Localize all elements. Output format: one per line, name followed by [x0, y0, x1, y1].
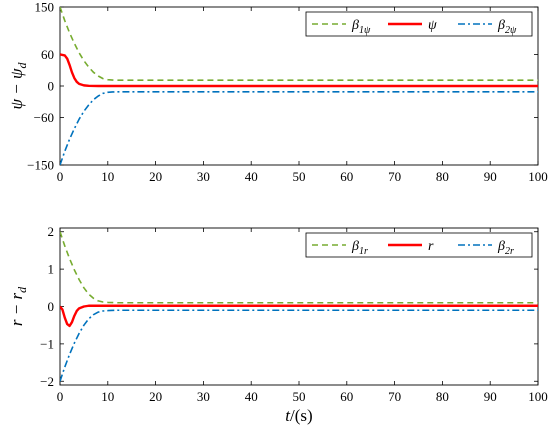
legend-label-β1ψ: β1ψ: [351, 18, 371, 36]
y-tick-label: −150: [27, 158, 54, 173]
series-line-β2r: [60, 309, 538, 382]
y-tick-label: 0: [48, 79, 55, 94]
legend: β1ψ ψ β2ψ: [305, 11, 533, 37]
x-tick-label: 70: [388, 389, 401, 404]
x-tick-label: 20: [149, 389, 162, 404]
x-tick-label: 70: [388, 169, 401, 184]
x-tick-label: 40: [245, 389, 258, 404]
x-tick-label: 30: [197, 389, 210, 404]
legend: β1r r β2r: [305, 232, 533, 258]
y-tick-label: −1: [40, 336, 54, 351]
x-tick-label: 90: [484, 389, 497, 404]
legend-label-β2ψ: β2ψ: [497, 18, 517, 36]
y-tick-label: −2: [40, 374, 54, 389]
x-tick-label: 80: [436, 389, 449, 404]
y-tick-label: 60: [41, 47, 54, 62]
series-line-β1r: [60, 231, 538, 304]
x-tick-label: 80: [436, 169, 449, 184]
x-tick-label: 10: [101, 169, 114, 184]
y-axis-label: r − rd: [7, 286, 29, 326]
x-tick-label: 100: [528, 169, 548, 184]
x-tick-label: 50: [293, 389, 306, 404]
y-axis-label: ψ − ψd: [7, 61, 29, 109]
y-tick-label: −60: [34, 110, 54, 125]
x-tick-label: 50: [293, 169, 306, 184]
x-tick-label: 0: [57, 169, 64, 184]
y-tick-label: 150: [35, 0, 55, 15]
y-tick-label: 0: [48, 299, 55, 314]
x-tick-label: 40: [245, 169, 258, 184]
x-tick-label: 30: [197, 169, 210, 184]
legend-label-β2r: β2r: [497, 239, 514, 257]
x-tick-label: 60: [340, 389, 353, 404]
panel-2: 0 10 20 30 40 50 60 70 80 90 100 −2 −1 0 1 2 r − rd t/(s)…: [7, 224, 548, 425]
x-axis-label: t/(s): [285, 406, 312, 425]
series-line-β2ψ: [60, 90, 538, 165]
x-tick-label: 10: [101, 389, 114, 404]
x-tick-label: 60: [340, 169, 353, 184]
y-tick-label: 2: [48, 224, 55, 239]
legend-label-β1r: β1r: [351, 239, 368, 257]
panel-1: 0 10 20 30 40 50 60 70 80 90 100 −150 −60 0 60 150 ψ − ψ…: [7, 0, 548, 184]
series-line-β1ψ: [60, 7, 538, 82]
series-line-r: [60, 304, 538, 328]
x-tick-label: 0: [57, 389, 64, 404]
legend-label-ψ: ψ: [428, 18, 437, 33]
x-tick-label: 20: [149, 169, 162, 184]
series-line-ψ: [60, 53, 538, 88]
y-tick-label: 1: [48, 262, 55, 277]
x-tick-label: 100: [528, 389, 548, 404]
legend-label-r: r: [428, 239, 434, 254]
x-tick-label: 90: [484, 169, 497, 184]
